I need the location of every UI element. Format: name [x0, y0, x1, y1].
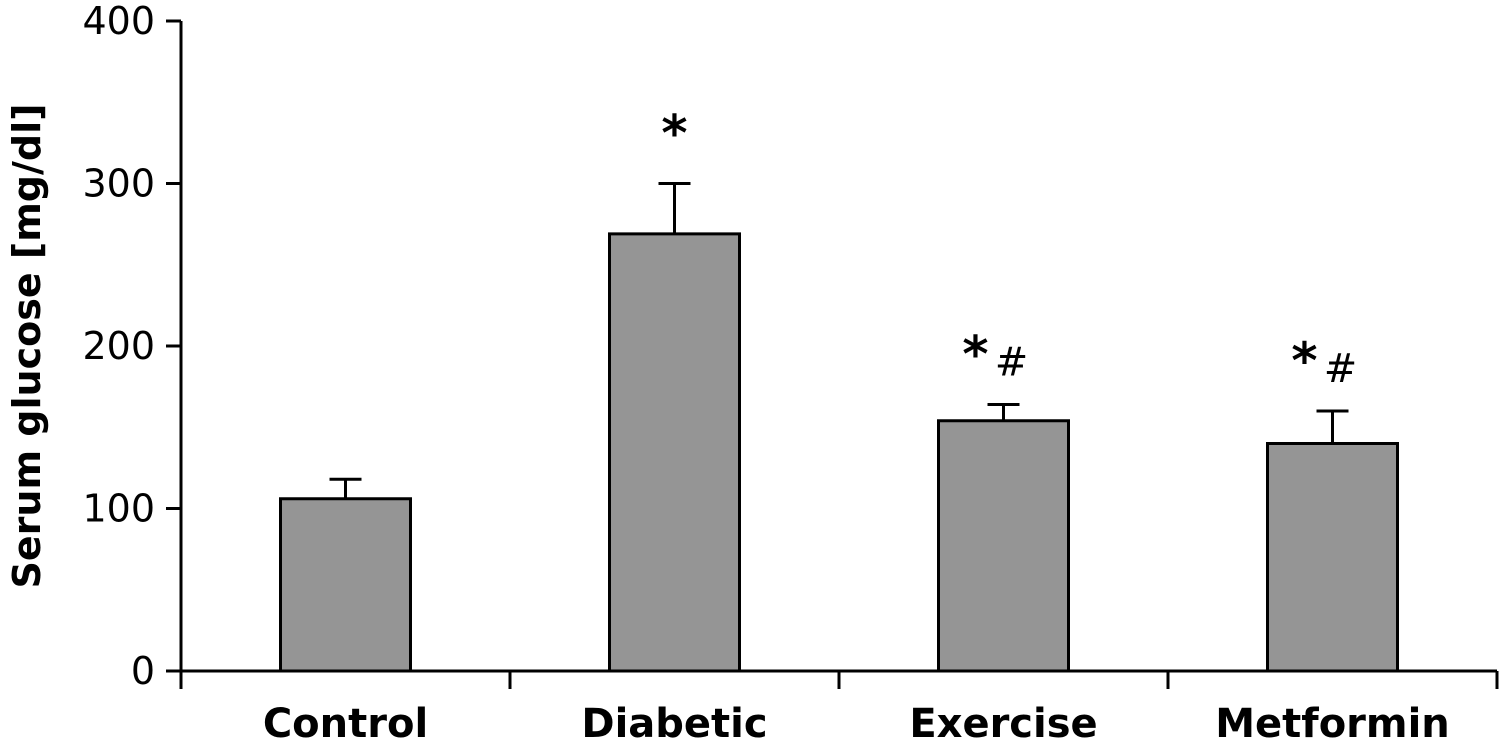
y-tick-label: 0	[131, 649, 155, 693]
x-tick-label: Exercise	[909, 701, 1097, 743]
y-tick-label: 300	[82, 162, 155, 206]
y-tick-label: 100	[82, 487, 155, 531]
bar-metformin	[1266, 442, 1399, 673]
x-tick-label: Diabetic	[581, 701, 767, 743]
bar-diabetic	[608, 232, 741, 673]
significance-star: *	[1291, 332, 1317, 390]
x-axis: Control Diabetic Exercise Metformin	[179, 669, 1499, 743]
error-bar	[658, 182, 691, 234]
y-axis: 0 100 200 300 400	[82, 0, 183, 693]
x-tick-label: Metformin	[1215, 701, 1450, 743]
error-bar	[987, 403, 1020, 421]
error-bar	[1316, 409, 1349, 444]
y-axis-label: Serum glucose [mg/dl]	[5, 104, 49, 589]
y-tick-label: 200	[82, 324, 155, 368]
x-tick-label: Control	[263, 701, 428, 743]
y-tick-label: 400	[82, 0, 155, 43]
bar-exercise	[937, 419, 1070, 673]
significance-star: *	[962, 326, 988, 384]
error-bar	[329, 477, 362, 499]
bar-control	[279, 497, 412, 673]
significance-star: *	[661, 105, 687, 163]
significance-hash: #	[995, 340, 1029, 386]
significance-hash: #	[1324, 346, 1358, 392]
bars: ** # * #	[279, 105, 1399, 673]
